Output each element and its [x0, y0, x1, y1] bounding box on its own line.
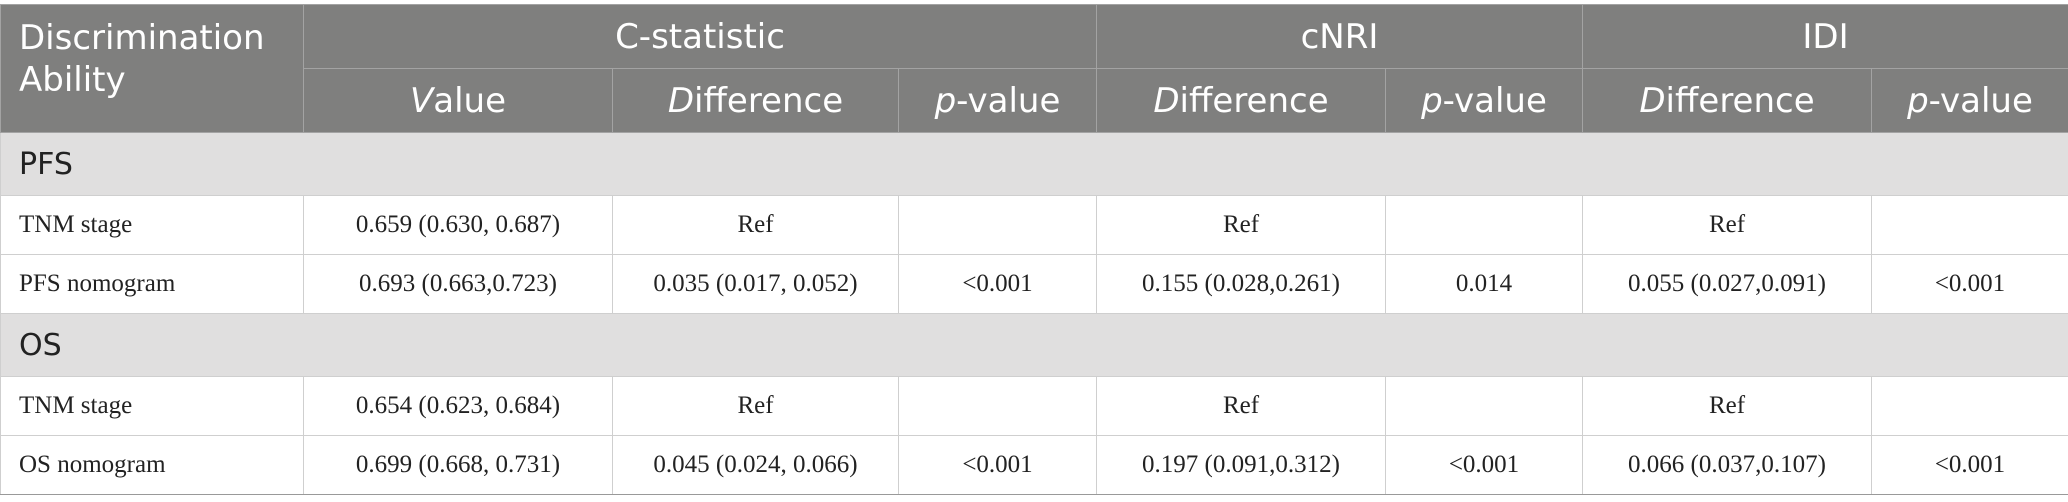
column-header: p-value [1385, 68, 1583, 133]
cell: <0.001 [898, 435, 1097, 495]
cell [898, 376, 1097, 436]
cell: Ref [612, 195, 899, 255]
column-header-text: p-value [934, 80, 1061, 121]
column-group-header: C-statistic [303, 4, 1097, 69]
cell: <0.001 [1871, 254, 2068, 314]
section-row: OS [0, 313, 2068, 377]
column-group-header: Discrimination Ability [0, 4, 304, 133]
data-row: TNM stage 0.654 (0.623, 0.684) Ref Ref Ref [0, 376, 2068, 436]
cell: 0.693 (0.663,0.723) [303, 254, 613, 314]
cell: 0.699 (0.668, 0.731) [303, 435, 613, 495]
data-row: OS nomogram 0.699 (0.668, 0.731) 0.045 (0.… [0, 435, 2068, 495]
column-header-text: p-value [1421, 80, 1547, 121]
column-group-header: IDI [1582, 4, 2068, 69]
column-header-text: Difference [1153, 80, 1329, 121]
cell: 0.197 (0.091,0.312) [1096, 435, 1386, 495]
column-header: p-value [898, 68, 1097, 133]
row-label: TNM stage [0, 376, 304, 436]
column-header: Difference [1582, 68, 1872, 133]
cell: <0.001 [898, 254, 1097, 314]
cell: Ref [1096, 195, 1386, 255]
cell: 0.035 (0.017, 0.052) [612, 254, 899, 314]
section-title: OS [0, 313, 2068, 377]
data-row: TNM stage 0.659 (0.630, 0.687) Ref Ref Ref [0, 195, 2068, 255]
row-label: TNM stage [0, 195, 304, 255]
cell: Ref [612, 376, 899, 436]
cell: 0.066 (0.037,0.107) [1582, 435, 1872, 495]
data-row: PFS nomogram 0.693 (0.663,0.723) 0.035 (0.… [0, 254, 2068, 314]
cell: <0.001 [1871, 435, 2068, 495]
cell [1871, 376, 2068, 436]
row-label: OS nomogram [0, 435, 304, 495]
cell [1385, 195, 1583, 255]
cell [898, 195, 1097, 255]
cell: 0.155 (0.028,0.261) [1096, 254, 1386, 314]
header-row: Discrimination Ability C-statistic cNRI IDI [0, 4, 2068, 133]
header-row: Value Difference p-value Difference p-value D… [1, 68, 2068, 133]
column-header-text: Difference [667, 80, 844, 121]
cell: Ref [1096, 376, 1386, 436]
row-label: PFS nomogram [0, 254, 304, 314]
cell: 0.045 (0.024, 0.066) [612, 435, 899, 495]
column-header: Difference [1096, 68, 1386, 133]
cell [1385, 376, 1583, 436]
cell: Ref [1582, 195, 1872, 255]
column-header: p-value [1871, 68, 2068, 133]
column-header-text: Value [409, 80, 506, 121]
cell: <0.001 [1385, 435, 1583, 495]
section-title: PFS [0, 132, 2068, 196]
column-header-text: Difference [1639, 80, 1815, 121]
cell: 0.055 (0.027,0.091) [1582, 254, 1872, 314]
cell: 0.654 (0.623, 0.684) [303, 376, 613, 436]
cell: 0.014 [1385, 254, 1583, 314]
cell: 0.659 (0.630, 0.687) [303, 195, 613, 255]
cell [1871, 195, 2068, 255]
column-group-header: cNRI [1096, 4, 1583, 69]
results-table: Discrimination Ability C-statistic cNRI IDI… [0, 4, 2068, 495]
column-header: Value [303, 68, 613, 133]
column-header-text: p-value [1907, 80, 2033, 121]
column-header: Difference [612, 68, 899, 133]
section-row: PFS [0, 132, 2068, 196]
cell: Ref [1582, 376, 1872, 436]
